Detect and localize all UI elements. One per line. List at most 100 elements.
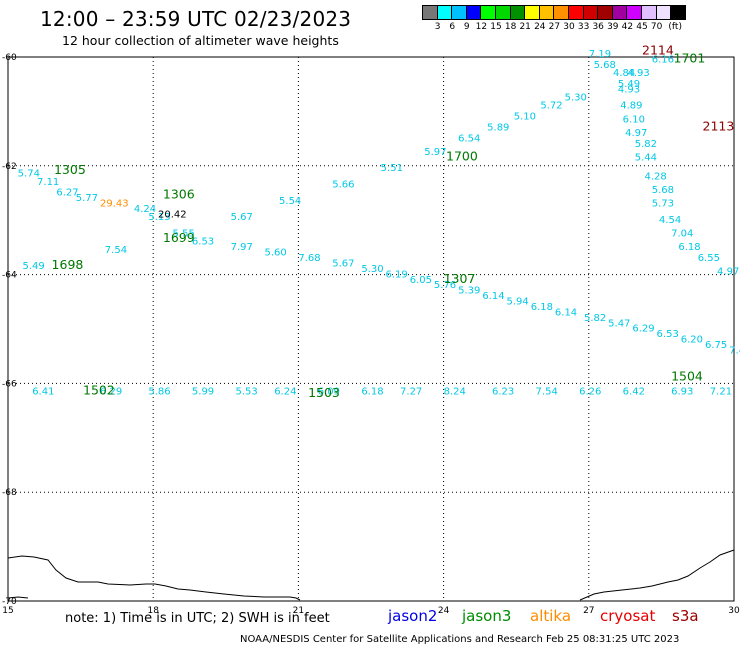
pass-id-label: 1700 bbox=[446, 148, 478, 163]
pass-id-label: 1698 bbox=[52, 257, 84, 272]
legend-label: 33 bbox=[577, 22, 590, 32]
wave-height-label: 5.47 bbox=[608, 318, 630, 329]
wave-height-label: 5.10 bbox=[514, 112, 536, 123]
wave-height-label: 6.10 bbox=[623, 114, 645, 125]
legend-label: 42 bbox=[621, 22, 634, 32]
wave-height-label: 5.30 bbox=[361, 264, 383, 275]
wave-height-label: 5.68 bbox=[652, 185, 674, 196]
pass-id-label: 2114 bbox=[642, 42, 674, 57]
wave-height-label: 7.54 bbox=[536, 386, 558, 397]
wave-height-label: 6.53 bbox=[192, 237, 214, 248]
wave-height-label: 4.54 bbox=[659, 215, 681, 226]
legend-label: 6 bbox=[449, 22, 456, 32]
legend-label: 15 bbox=[490, 22, 502, 32]
x-tick-label: 24 bbox=[438, 606, 450, 616]
wave-height-label: 5.82 bbox=[635, 139, 657, 150]
y-tick-label: -62 bbox=[2, 162, 17, 172]
wave-height-label: 6.14 bbox=[555, 307, 577, 318]
y-tick-label: -64 bbox=[2, 271, 17, 281]
wave-height-label: 6.19 bbox=[386, 269, 408, 280]
wave-height-label: 6.26 bbox=[579, 386, 601, 397]
wave-height-label: 5.49 bbox=[618, 79, 640, 90]
wave-height-label: 6.16 bbox=[652, 54, 674, 65]
wave-height-label: 6.18 bbox=[531, 302, 553, 313]
wave-height-label: 6.24 bbox=[274, 386, 296, 397]
wave-height-label: 4.97 bbox=[625, 128, 647, 139]
satellite-jason3: jason3 bbox=[462, 607, 512, 625]
wave-height-label: 6.93 bbox=[671, 386, 693, 397]
wave-height-label: 5.67 bbox=[231, 212, 253, 223]
legend-label: 30 bbox=[563, 22, 575, 32]
wave-height-label: 4.84 bbox=[613, 68, 635, 79]
legend-label: 12 bbox=[475, 22, 488, 32]
y-tick-label: -66 bbox=[2, 379, 17, 389]
subtitle: 12 hour collection of altimeter wave hei… bbox=[62, 33, 339, 48]
y-tick-label: -70 bbox=[2, 597, 17, 607]
wave-height-label: 5.60 bbox=[265, 248, 287, 259]
pass-id-label: 1503 bbox=[308, 385, 340, 400]
satellite-altika: altika bbox=[530, 607, 572, 625]
wave-height-label: 5.68 bbox=[594, 60, 616, 71]
credit-line: NOAA/NESDIS Center for Satellite Applica… bbox=[240, 634, 680, 645]
satellite-s3a: s3a bbox=[672, 607, 699, 625]
y-tick-label: -68 bbox=[2, 488, 17, 498]
wave-height-label: 7.19 bbox=[589, 49, 611, 60]
legend-label: 9 bbox=[463, 22, 470, 32]
legend-label: 36 bbox=[592, 22, 604, 32]
wave-height-label: 5.55 bbox=[173, 229, 195, 240]
wave-height-label: 5.72 bbox=[540, 101, 562, 112]
wave-height-label: 5.82 bbox=[584, 313, 606, 324]
wave-height-label: 5.73 bbox=[652, 199, 674, 210]
wave-height-label: 5.94 bbox=[507, 297, 529, 308]
wave-height-label: 7.11 bbox=[37, 177, 59, 188]
pass-id-label: 1701 bbox=[674, 50, 706, 65]
wave-height-label: 7.68 bbox=[298, 253, 320, 264]
satellite-cryosat: cryosat bbox=[600, 607, 656, 625]
legend-swatch bbox=[670, 5, 686, 20]
wave-height-label: 5.39 bbox=[458, 286, 480, 297]
wave-height-label: 4.24 bbox=[134, 204, 156, 215]
wave-height-label: 7.97 bbox=[231, 242, 253, 253]
wave-height-label: 6.05 bbox=[410, 275, 432, 286]
wave-height-label: 4.89 bbox=[620, 101, 642, 112]
wave-height-label: 4.93 bbox=[618, 84, 640, 95]
wave-height-label: 5.66 bbox=[332, 180, 354, 191]
legend-label: 39 bbox=[607, 22, 619, 32]
wave-height-label: 7.04 bbox=[671, 229, 693, 240]
wave-height-label: 20.42 bbox=[158, 209, 187, 220]
wave-height-label: 6.42 bbox=[623, 386, 645, 397]
legend-label: 18 bbox=[504, 22, 517, 32]
wave-height-label: 5.54 bbox=[279, 196, 301, 207]
wave-height-label: 5.67 bbox=[332, 258, 354, 269]
wave-height-label: 8.24 bbox=[444, 386, 466, 397]
wave-height-label: 5.30 bbox=[565, 93, 587, 104]
legend-label: 27 bbox=[548, 22, 561, 32]
y-tick-label: -60 bbox=[2, 53, 17, 63]
x-tick-label: 18 bbox=[147, 606, 159, 616]
coastline bbox=[7, 549, 735, 601]
x-tick-label: 30 bbox=[728, 606, 740, 616]
wave-height-label: 5.99 bbox=[192, 386, 214, 397]
pass-id-label: 1504 bbox=[671, 369, 703, 384]
wave-height-label: 6.55 bbox=[698, 253, 720, 264]
wave-height-label: 5.13 bbox=[148, 212, 170, 223]
legend-label: 3 bbox=[434, 22, 441, 32]
satellite-jason2: jason2 bbox=[388, 607, 438, 625]
wave-height-label: 5.76 bbox=[434, 280, 456, 291]
wave-height-label: 7.27 bbox=[400, 386, 422, 397]
wave-height-label: 6.29 bbox=[100, 386, 122, 397]
legend-label: 45 bbox=[636, 22, 648, 32]
wave-height-label: 5.51 bbox=[381, 163, 403, 174]
wave-height-label: 29.43 bbox=[100, 199, 129, 210]
wave-height-label: 6.14 bbox=[482, 291, 504, 302]
wave-height-label: 6.18 bbox=[678, 242, 700, 253]
wave-height-label: 5.53 bbox=[235, 386, 257, 397]
x-tick-label: 27 bbox=[583, 606, 594, 616]
pass-id-label: 1699 bbox=[163, 230, 195, 245]
pass-id-label: 1502 bbox=[83, 382, 115, 397]
wave-height-label: 6.18 bbox=[361, 386, 383, 397]
wave-height-label: 5.74 bbox=[18, 169, 40, 180]
color-scale-legend: 3 6 9 12 15 18 21 24 27 30 33 36 39 42 45 70 (ft) bbox=[422, 5, 686, 34]
plot-frame bbox=[7, 56, 735, 602]
